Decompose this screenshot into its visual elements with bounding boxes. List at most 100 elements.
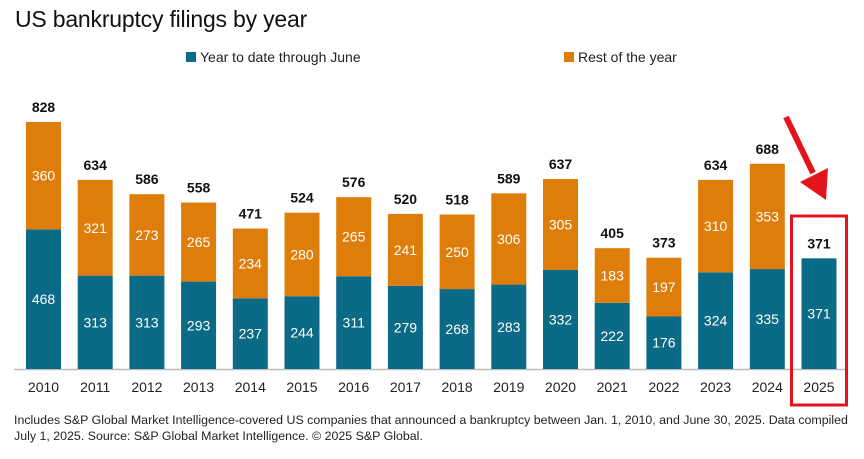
total-label-2012: 586 <box>135 171 159 187</box>
x-tick-label-2016: 2016 <box>338 379 369 395</box>
total-label-2011: 634 <box>84 157 108 173</box>
data-label-rest-2020: 305 <box>549 216 573 232</box>
footnote: Includes S&P Global Market Intelligence-… <box>14 413 848 443</box>
bar-ytd-2012 <box>129 275 165 369</box>
x-tick-label-2017: 2017 <box>390 379 421 395</box>
total-label-2019: 589 <box>497 170 521 186</box>
arrow-shaft <box>783 115 816 175</box>
bar-rest-2024 <box>749 163 785 270</box>
data-label-ytd-2018: 268 <box>445 321 469 337</box>
legend-label-rest: Rest of the year <box>578 49 677 65</box>
data-label-rest-2015: 280 <box>290 246 314 262</box>
data-label-ytd-2010: 468 <box>32 291 56 307</box>
data-label-rest-2012: 273 <box>135 227 159 243</box>
x-tick-label-2024: 2024 <box>752 379 783 395</box>
data-label-rest-2019: 306 <box>497 231 521 247</box>
data-label-rest-2014: 234 <box>239 255 263 271</box>
total-label-2021: 405 <box>601 225 625 241</box>
data-label-rest-2013: 265 <box>187 234 211 250</box>
data-label-ytd-2024: 335 <box>756 311 780 327</box>
data-label-ytd-2021: 222 <box>601 328 625 344</box>
total-label-2010: 828 <box>32 99 56 115</box>
x-tick-label-2010: 2010 <box>28 379 59 395</box>
bar-ytd-2016 <box>336 276 372 369</box>
data-label-rest-2016: 265 <box>342 229 366 245</box>
bar-rest-2022 <box>646 257 682 317</box>
data-label-rest-2011: 321 <box>84 220 108 236</box>
data-label-ytd-2022: 176 <box>652 335 676 351</box>
bar-ytd-2015 <box>284 296 320 369</box>
bar-ytd-2019 <box>491 284 527 369</box>
total-label-2025: 371 <box>807 235 831 251</box>
data-label-ytd-2012: 313 <box>135 314 159 330</box>
bar-ytd-2024 <box>749 269 785 369</box>
x-tick-label-2014: 2014 <box>235 379 266 395</box>
bar-rest-2014 <box>232 228 268 299</box>
chart-title: US bankruptcy filings by year <box>15 6 308 32</box>
legend-swatch-rest <box>564 52 574 62</box>
x-tick-label-2023: 2023 <box>700 379 731 395</box>
data-label-rest-2010: 360 <box>32 168 56 184</box>
data-label-ytd-2017: 279 <box>394 319 418 335</box>
total-label-2017: 520 <box>394 191 418 207</box>
highlight-box-2025 <box>790 214 848 407</box>
bar-rest-2015 <box>284 212 320 297</box>
x-tick-label-2019: 2019 <box>493 379 524 395</box>
bar-rest-2018 <box>439 214 475 290</box>
x-tick-label-2025: 2025 <box>803 379 834 395</box>
data-label-ytd-2013: 293 <box>187 317 211 333</box>
bar-ytd-2014 <box>232 298 268 369</box>
data-label-ytd-2014: 237 <box>239 326 263 342</box>
total-label-2016: 576 <box>342 174 366 190</box>
total-label-2020: 637 <box>549 156 573 172</box>
legend-swatch-ytd <box>186 52 196 62</box>
x-tick-label-2022: 2022 <box>648 379 679 395</box>
bar-ytd-2017 <box>387 285 423 369</box>
bar-ytd-2021 <box>594 302 630 369</box>
x-tick-label-2021: 2021 <box>597 379 628 395</box>
x-tick-label-2011: 2011 <box>80 379 110 395</box>
bar-rest-2020 <box>543 178 578 270</box>
bar-rest-2016 <box>336 197 372 277</box>
legend-item-rest: Rest of the year <box>564 49 677 65</box>
bar-rest-2010 <box>26 122 61 230</box>
data-label-ytd-2020: 332 <box>549 311 573 327</box>
data-label-ytd-2015: 244 <box>290 325 314 341</box>
data-label-ytd-2025: 371 <box>807 306 831 322</box>
bar-rest-2011 <box>77 179 113 276</box>
data-label-ytd-2019: 283 <box>497 319 521 335</box>
data-label-ytd-2011: 313 <box>84 314 108 330</box>
bar-rest-2017 <box>387 213 423 286</box>
legend-item-ytd: Year to date through June <box>186 49 361 65</box>
bar-rest-2019 <box>491 193 527 285</box>
total-label-2023: 634 <box>704 157 728 173</box>
total-label-2024: 688 <box>756 141 780 157</box>
x-tick-label-2018: 2018 <box>442 379 473 395</box>
total-label-2015: 524 <box>290 190 314 206</box>
bar-ytd-2018 <box>439 289 475 369</box>
bar-rest-2023 <box>698 179 734 273</box>
total-label-2022: 373 <box>652 235 676 251</box>
bar-ytd-2020 <box>543 269 578 369</box>
total-label-2018: 518 <box>445 191 469 207</box>
bar-ytd-2010 <box>26 229 61 369</box>
arrow-head <box>800 168 828 200</box>
data-label-ytd-2023: 324 <box>704 313 728 329</box>
data-label-rest-2024: 353 <box>756 208 780 224</box>
bar-ytd-2013 <box>181 281 217 369</box>
data-label-rest-2022: 197 <box>652 279 676 295</box>
bar-rest-2021 <box>594 248 630 303</box>
data-label-ytd-2016: 311 <box>343 315 366 331</box>
data-label-rest-2017: 241 <box>394 242 418 258</box>
bar-rest-2013 <box>181 202 217 282</box>
bar-ytd-2022 <box>646 316 682 369</box>
x-tick-label-2013: 2013 <box>183 379 214 395</box>
data-label-rest-2023: 310 <box>704 218 728 234</box>
legend-label-ytd: Year to date through June <box>200 49 361 65</box>
bar-ytd-2025 <box>801 258 837 369</box>
data-label-rest-2018: 250 <box>445 244 469 260</box>
x-tick-label-2012: 2012 <box>131 379 162 395</box>
x-tick-label-2020: 2020 <box>545 379 576 395</box>
bar-ytd-2023 <box>698 272 734 369</box>
bar-rest-2012 <box>129 194 165 276</box>
